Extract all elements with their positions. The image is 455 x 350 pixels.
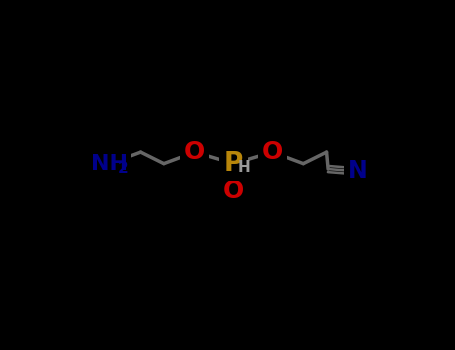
Text: P: P [224,150,243,177]
Text: O: O [184,140,206,164]
Text: NH: NH [91,154,128,174]
Text: H: H [237,160,250,175]
Text: O: O [223,178,244,203]
Text: 2: 2 [117,161,128,176]
Text: N: N [348,159,368,183]
Text: O: O [262,140,283,164]
